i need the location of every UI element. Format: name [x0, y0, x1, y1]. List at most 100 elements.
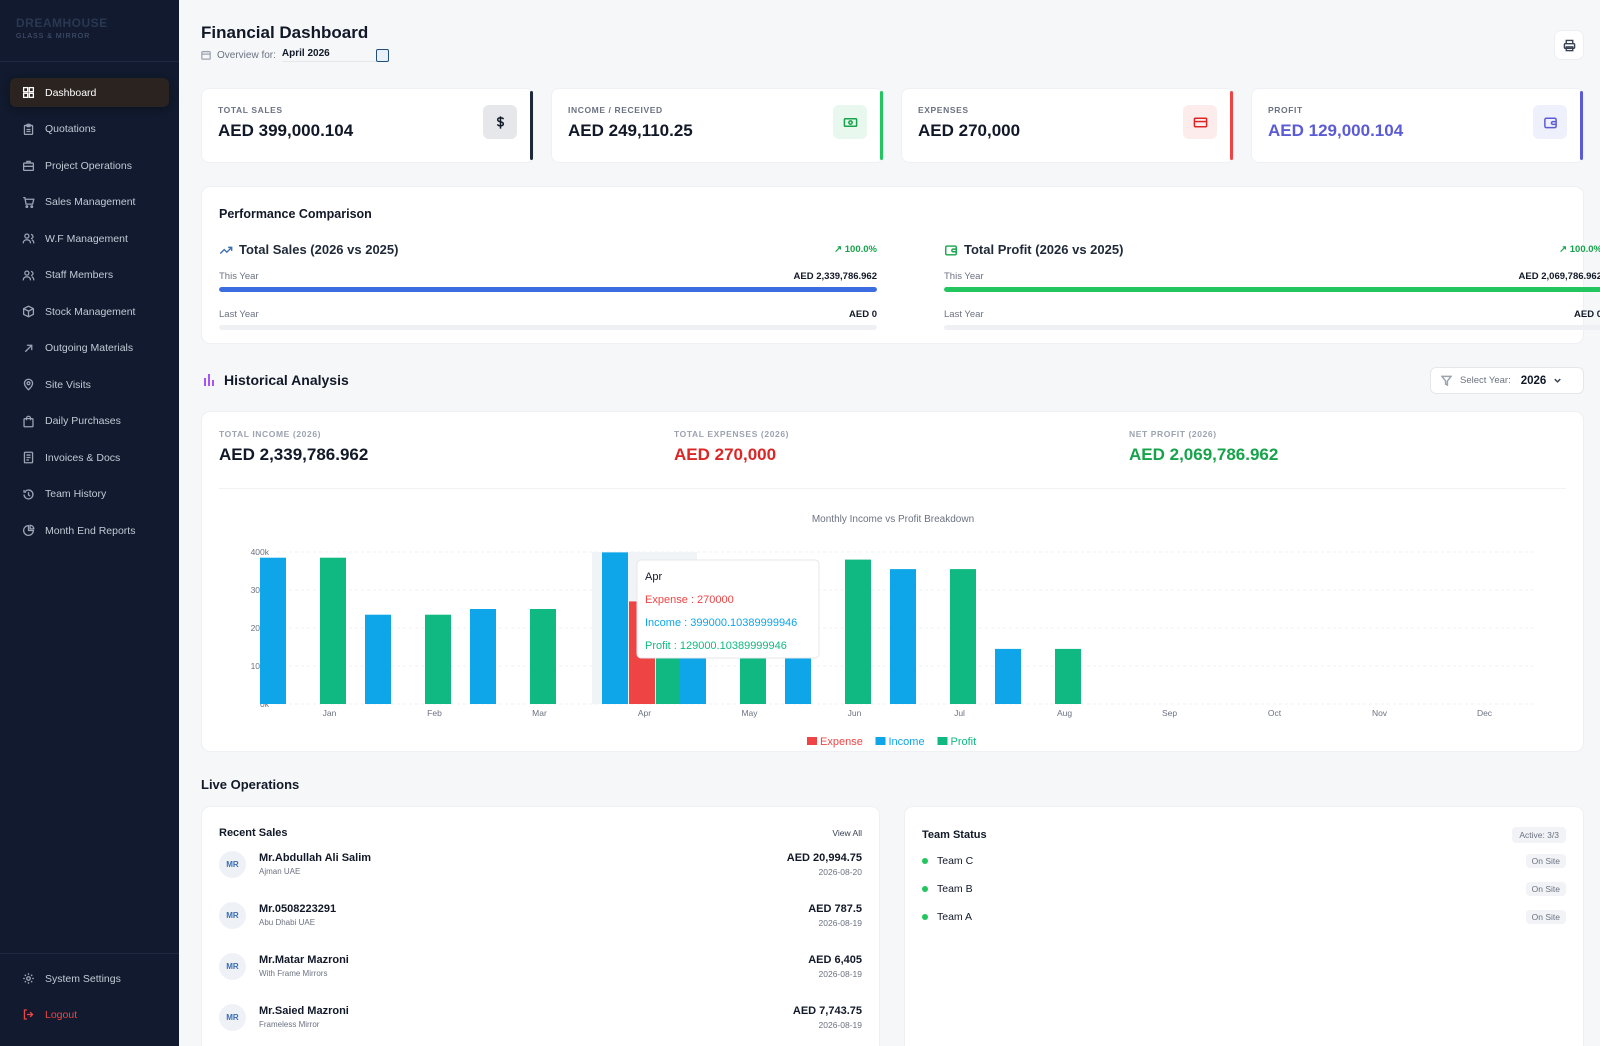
- sale-amount: AED 7,743.75: [792, 1004, 862, 1017]
- status-dot: [922, 858, 928, 864]
- comparison-title: Total Profit (2026 vs 2025): [944, 242, 1123, 257]
- avatar: MR: [219, 1003, 246, 1031]
- avatar: MR: [219, 901, 246, 929]
- total-expenses-label: TOTAL EXPENSES (2026): [674, 429, 790, 439]
- sidebar-item-stock-management[interactable]: Stock Management: [10, 297, 169, 326]
- history-icon: [23, 488, 34, 500]
- status-badge: On Site: [1525, 910, 1566, 924]
- clipboard-icon: [23, 123, 34, 135]
- list-item[interactable]: MR Mr.Saied Mazroni Frameless Mirror AED …: [219, 997, 862, 1037]
- sidebar-item-dashboard[interactable]: Dashboard: [10, 78, 169, 107]
- sidebar-item-label: Outgoing Materials: [45, 342, 134, 354]
- total-expenses-value: AED 270,000: [674, 445, 777, 464]
- comparison-title: Total Sales (2026 vs 2025): [219, 242, 398, 257]
- sale-date: 2026-08-19: [818, 968, 862, 979]
- income-profit-chart[interactable]: Monthly Income vs Profit Breakdown0k100k…: [202, 492, 1585, 752]
- bar-income: [602, 552, 628, 704]
- year-select-label: Select Year:: [1460, 375, 1511, 386]
- logout-button[interactable]: Logout: [10, 1000, 169, 1029]
- legend-label-expense: Expense: [820, 736, 863, 748]
- gear-icon: [23, 973, 34, 984]
- progress-fill: [944, 287, 1600, 292]
- month-picker-button[interactable]: [375, 48, 389, 62]
- sidebar-item-daily-purchases[interactable]: Daily Purchases: [10, 407, 169, 436]
- sidebar-item-label: Dashboard: [45, 86, 97, 99]
- status-badge: On Site: [1525, 882, 1566, 896]
- last-year-value: AED 0: [849, 309, 877, 320]
- calendar-icon: [201, 50, 211, 60]
- bar-profit: [1055, 648, 1081, 704]
- net-profit: NET PROFIT (2026) AED 2,069,786.962: [1129, 429, 1278, 465]
- legend-swatch: [807, 737, 817, 745]
- tooltip-expense: Expense : 270000: [645, 594, 734, 606]
- sidebar-item-sales-management[interactable]: Sales Management: [10, 188, 169, 217]
- x-tick-label: Mar: [532, 708, 547, 718]
- stat-cards: TOTAL SALES AED 399,000.104 INCOME / REC…: [201, 88, 1584, 163]
- sidebar-item-system-settings[interactable]: System Settings: [10, 964, 169, 993]
- sidebar-item-label: W.F Management: [45, 232, 128, 245]
- team-status-card: Team Status Active: 3/3 Team C On Site T…: [904, 806, 1584, 1046]
- divider: [219, 488, 1566, 489]
- bar-profit: [950, 569, 976, 704]
- stat-accent-bar: [880, 91, 883, 160]
- customer-location: Frameless Mirror: [259, 1020, 320, 1029]
- stat-card-total-sales: TOTAL SALES AED 399,000.104: [201, 88, 534, 163]
- sidebar-item-team-history[interactable]: Team History: [10, 480, 169, 509]
- sidebar-item-quotations[interactable]: Quotations: [10, 115, 169, 144]
- stat-card-profit: PROFIT AED 129,000.104: [1251, 88, 1584, 163]
- logout-icon: [23, 1009, 34, 1020]
- last-year-value: AED 0: [1574, 309, 1600, 320]
- total-expenses: TOTAL EXPENSES (2026) AED 270,000: [674, 429, 789, 465]
- bar-income: [470, 609, 496, 704]
- stat-card-income: INCOME / RECEIVED AED 249,110.25: [551, 88, 884, 163]
- stat-value: AED 249,110.25: [568, 121, 693, 140]
- customer-name: Mr.Matar Mazroni: [259, 954, 349, 966]
- avatar: MR: [219, 850, 246, 878]
- stat-card-expenses: EXPENSES AED 270,000: [901, 88, 1234, 163]
- box-icon: [22, 305, 35, 318]
- tooltip-income: Income : 399000.10389999946: [645, 617, 797, 629]
- x-tick-label: Jan: [323, 708, 337, 718]
- this-year-value: AED 2,339,786.962: [793, 271, 877, 282]
- sidebar-item-label: Team History: [45, 488, 107, 500]
- print-button[interactable]: [1554, 30, 1584, 60]
- view-all-link[interactable]: View All: [832, 828, 862, 838]
- sidebar-item-outgoing-materials[interactable]: Outgoing Materials: [10, 334, 169, 363]
- progress-fill: [219, 287, 877, 292]
- comparison-title-text: Total Profit (2026 vs 2025): [964, 242, 1124, 257]
- sidebar-item-label: Sales Management: [45, 196, 136, 208]
- sidebar-item-wf-management[interactable]: W.F Management: [10, 224, 169, 253]
- brand-name: DREAMHOUSE: [16, 16, 108, 30]
- list-item[interactable]: MR Mr.Abdullah Ali Salim Ajman UAE AED 20…: [219, 844, 862, 884]
- sidebar-item-site-visits[interactable]: Site Visits: [10, 370, 169, 399]
- legend-label-profit: Profit: [951, 736, 977, 748]
- sidebar-item-staff-members[interactable]: Staff Members: [10, 261, 169, 290]
- sidebar-item-project-operations[interactable]: Project Operations: [10, 151, 169, 180]
- x-tick-label: Oct: [1268, 708, 1282, 718]
- total-income-label: TOTAL INCOME (2026): [219, 429, 322, 439]
- this-year-label: This Year: [219, 271, 259, 282]
- sale-date: 2026-08-19: [818, 1019, 862, 1030]
- comparison-title-text: Total Sales (2026 vs 2025): [239, 242, 399, 257]
- profit-comparison: Total Profit (2026 vs 2025) ↗ 100.0% Thi…: [944, 242, 1600, 330]
- year-select[interactable]: Select Year: 2026: [1430, 367, 1584, 394]
- overview-label: Overview for:: [217, 49, 276, 61]
- sidebar-item-invoices-docs[interactable]: Invoices & Docs: [10, 443, 169, 472]
- last-year-progress: [219, 325, 877, 330]
- list-item[interactable]: MR Mr.0508223291 Abu Dhabi UAE AED 787.5 2…: [219, 895, 862, 935]
- customer-location: With Frame Mirrors: [259, 969, 328, 978]
- file-icon: [23, 451, 34, 464]
- sidebar-item-label: Staff Members: [45, 269, 114, 281]
- wallet-icon: [1533, 105, 1567, 139]
- sidebar-item-month-end-reports[interactable]: Month End Reports: [10, 516, 169, 545]
- brand-logo[interactable]: DREAMHOUSE GLASS & MIRROR: [0, 0, 179, 62]
- list-item[interactable]: MR Mr.Matar Mazroni With Frame Mirrors AE…: [219, 946, 862, 986]
- bar-profit: [320, 557, 346, 704]
- growth-arrow-icon: ↗: [834, 244, 845, 255]
- month-input[interactable]: April 2026: [281, 48, 376, 62]
- team-row: Team A On Site: [922, 909, 1566, 925]
- historical-title: Historical Analysis: [224, 372, 349, 388]
- net-profit-label: NET PROFIT (2026): [1129, 429, 1217, 439]
- historical-analysis-heading: Historical Analysis: [201, 372, 349, 388]
- sidebar-item-label: Month End Reports: [45, 524, 136, 537]
